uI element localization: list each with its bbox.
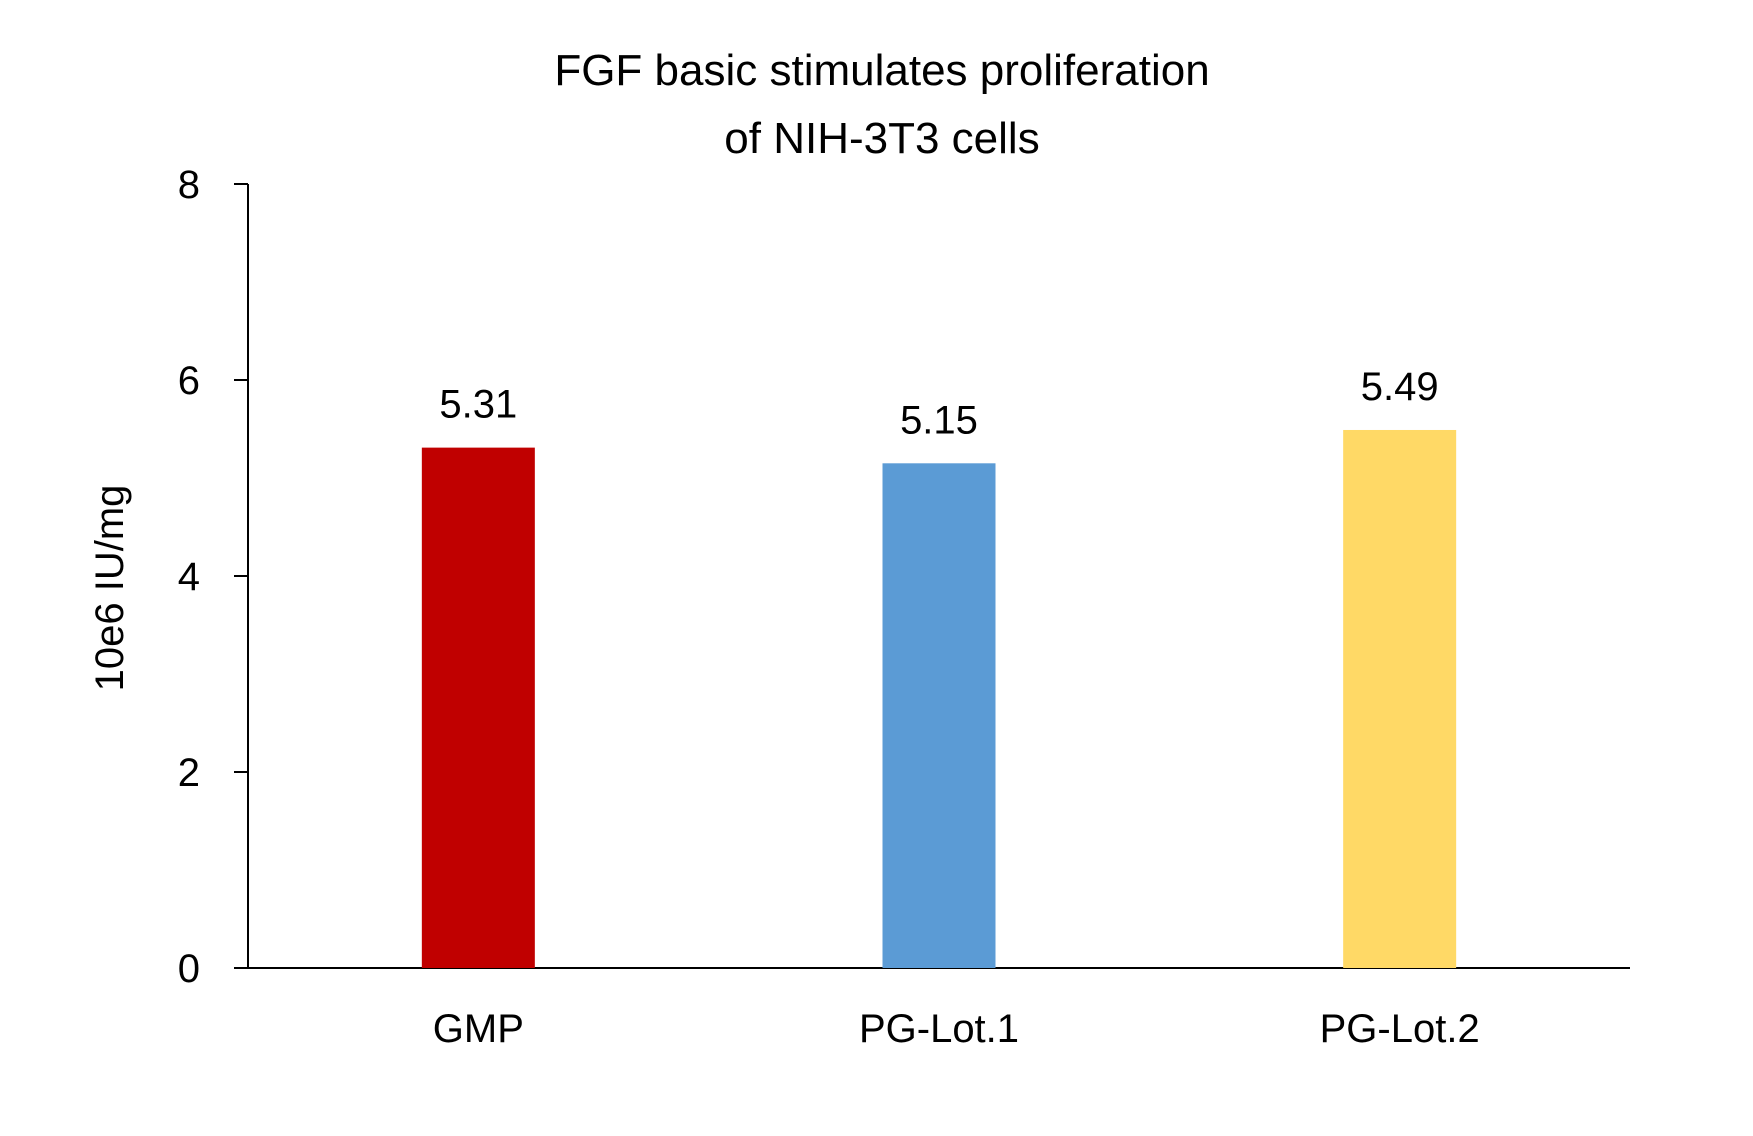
chart-title-line-2: of NIH-3T3 cells xyxy=(724,114,1039,163)
y-tick-label: 6 xyxy=(178,359,200,403)
chart-title: FGF basic stimulates proliferation of NI… xyxy=(554,46,1209,163)
bar-pg-lot-1 xyxy=(882,463,996,968)
bar-gmp xyxy=(421,447,535,968)
y-tick-label: 0 xyxy=(178,947,200,991)
chart-title-line-1: FGF basic stimulates proliferation xyxy=(554,46,1209,95)
data-labels: 5.31 GMP 5.15 PG-Lot.1 5.49 PG-Lot.2 xyxy=(433,365,1480,1051)
y-tick-label: 4 xyxy=(178,555,200,599)
bars xyxy=(421,429,1457,969)
data-label: 5.49 xyxy=(1361,365,1439,409)
x-tick-label: PG-Lot.1 xyxy=(859,1007,1019,1051)
y-axis-label: 10e6 IU/mg xyxy=(88,485,132,692)
data-label: 5.31 xyxy=(439,383,517,427)
data-label: 5.15 xyxy=(900,398,978,442)
y-tick-label: 8 xyxy=(178,163,200,207)
bar-pg-lot-2 xyxy=(1343,429,1457,969)
x-tick-label: GMP xyxy=(433,1007,524,1051)
y-tick-label: 2 xyxy=(178,751,200,795)
x-tick-label: PG-Lot.2 xyxy=(1320,1007,1480,1051)
